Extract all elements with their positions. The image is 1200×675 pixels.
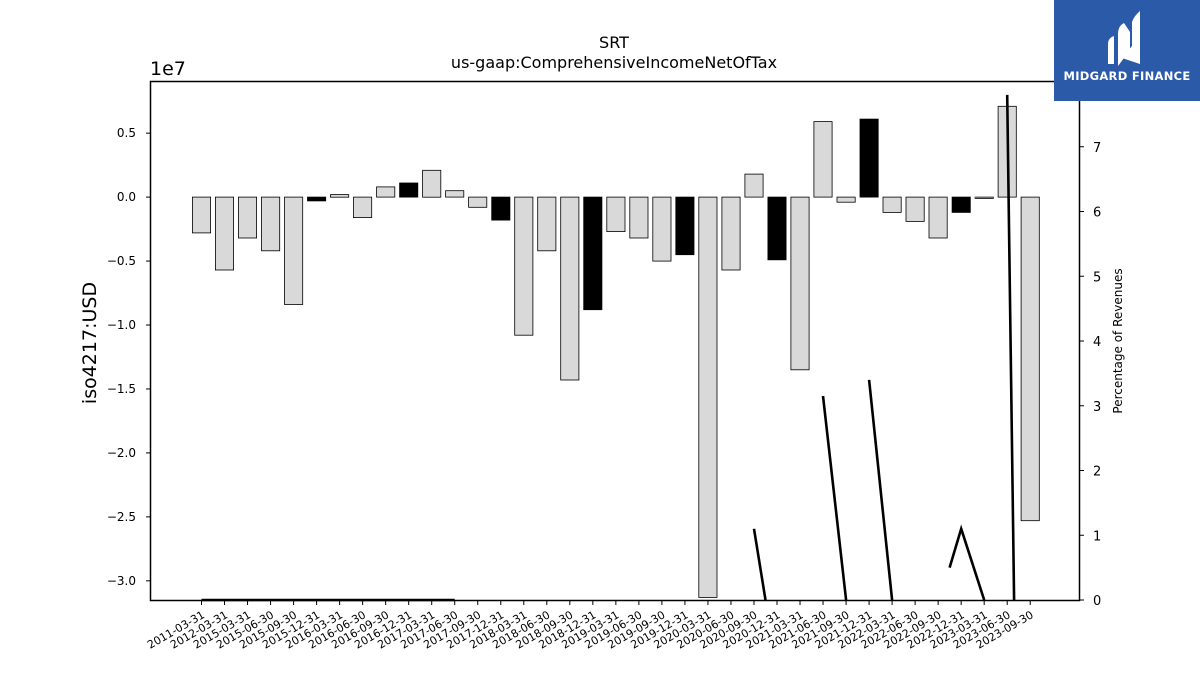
chart-title: SRT <box>599 33 629 52</box>
y-multiplier: 1e7 <box>150 58 186 80</box>
bar <box>744 173 764 198</box>
y2-tick-label: 4 <box>1093 335 1101 350</box>
bar <box>353 196 373 219</box>
x-axis-ticks: 2011-03-312012-03-312015-03-312015-06-30… <box>145 600 1036 652</box>
y-tick-label: −3.0 <box>107 574 136 588</box>
bar <box>560 196 580 381</box>
y2-tick-label: 1 <box>1093 529 1101 544</box>
bar <box>974 196 994 199</box>
y2-tick-label: 6 <box>1093 206 1101 221</box>
y-tick-label: −0.5 <box>107 254 136 268</box>
bar <box>191 196 211 234</box>
bar <box>859 118 879 198</box>
bar <box>951 196 971 213</box>
bar <box>376 186 396 198</box>
bar <box>422 169 442 198</box>
y2-axis-label: Percentage of Revenues <box>1111 268 1125 413</box>
logo: MIDGARD FINANCE <box>1054 0 1200 101</box>
y-tick-label: −1.5 <box>107 382 136 396</box>
bar <box>537 196 557 252</box>
bar <box>307 196 327 202</box>
bar <box>905 196 925 222</box>
bar <box>583 196 603 311</box>
y2-tick-label: 2 <box>1093 465 1101 480</box>
bar <box>790 196 810 371</box>
y2-axis-ticks: 0 1 2 3 4 5 6 7 <box>1079 141 1101 609</box>
bar <box>261 196 281 252</box>
bar <box>237 196 257 239</box>
plot-frame <box>149 80 1081 602</box>
y2-tick-label: 3 <box>1093 400 1101 415</box>
series-line <box>201 94 1016 602</box>
bar <box>514 196 534 336</box>
bar <box>284 196 304 305</box>
y-axis-ticks: −3.0 −2.5 −2.0 −1.5 −1.0 −0.5 0.0 0.5 <box>107 126 151 588</box>
bar <box>675 196 695 256</box>
bar <box>836 196 856 203</box>
y-tick-label: −2.5 <box>107 510 136 524</box>
bar <box>928 196 948 239</box>
bar <box>399 182 419 198</box>
bar <box>652 196 672 262</box>
bar <box>813 121 833 198</box>
y-tick-label: 0.5 <box>117 126 136 140</box>
y-axis-label: iso4217:USD <box>79 282 101 404</box>
bar <box>1020 196 1040 522</box>
bar <box>698 196 718 598</box>
bar <box>330 194 350 198</box>
y2-tick-label: 7 <box>1093 141 1101 156</box>
y2-tick-label: 5 <box>1093 270 1101 285</box>
bar <box>882 196 902 213</box>
y2-tick-label: 0 <box>1093 594 1101 609</box>
y-tick-label: −1.0 <box>107 318 136 332</box>
bar <box>629 196 649 239</box>
bar <box>214 196 234 271</box>
logo-mark-icon <box>1108 11 1140 66</box>
bar <box>767 196 787 261</box>
y-tick-label: 0.0 <box>117 190 136 204</box>
bar <box>468 196 488 208</box>
bar <box>721 196 741 271</box>
bar <box>445 190 465 198</box>
chart-subtitle: us-gaap:ComprehensiveIncomeNetOfTax <box>451 53 777 72</box>
bar <box>606 196 626 233</box>
bar <box>491 196 511 221</box>
y-tick-label: −2.0 <box>107 446 136 460</box>
line-layer <box>201 94 1016 602</box>
bars-layer <box>191 105 1040 598</box>
